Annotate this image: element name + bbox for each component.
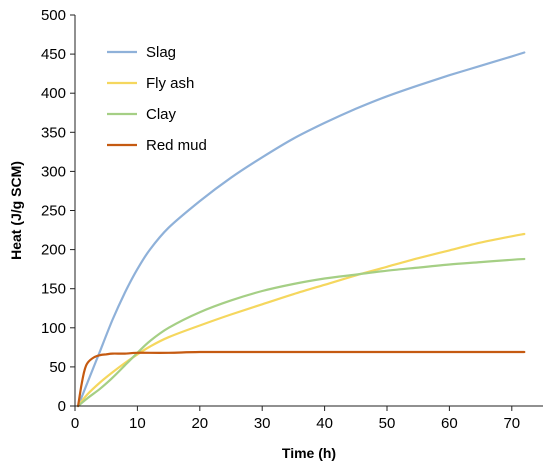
y-tick-label: 250: [41, 203, 66, 220]
legend-label: Red mud: [146, 137, 207, 154]
x-tick-label: 60: [441, 415, 458, 432]
y-tick-label: 500: [41, 7, 66, 24]
legend-label: Slag: [146, 44, 176, 61]
series-lines: [77, 51, 526, 408]
y-tick-label: 150: [41, 281, 66, 298]
legend-label: Fly ash: [146, 75, 194, 92]
x-tick-label: 0: [71, 415, 79, 432]
y-tick-label: 350: [41, 124, 66, 141]
x-tick-label: 70: [503, 415, 520, 432]
x-tick-label: 40: [316, 415, 333, 432]
y-tick-label: 0: [58, 398, 66, 415]
series-line-clay: [77, 257, 526, 408]
series-line-slag: [77, 51, 526, 408]
axes: [70, 14, 543, 411]
legend-label: Clay: [146, 106, 177, 123]
y-tick-label: 100: [41, 320, 66, 337]
x-tick-label: 50: [379, 415, 396, 432]
series-line-fly-ash: [77, 232, 526, 408]
y-tick-label: 200: [41, 242, 66, 259]
x-tick-label: 20: [191, 415, 208, 432]
x-axis-title: Time (h): [282, 445, 336, 461]
x-tick-label: 30: [254, 415, 271, 432]
y-tick-label: 450: [41, 46, 66, 63]
y-axis-title: Heat (J/g SCM): [8, 161, 24, 260]
x-tick-label: 10: [129, 415, 146, 432]
y-tick-label: 400: [41, 85, 66, 102]
tick-labels: 0 50 100 150 200 250 300 350 400 450 500 0 10 20 30 40 5…: [41, 7, 520, 432]
legend: Slag Fly ash Clay Red mud: [107, 44, 207, 154]
y-tick-label: 50: [49, 359, 66, 376]
series-line-red-mud: [77, 350, 526, 408]
y-tick-label: 300: [41, 163, 66, 180]
